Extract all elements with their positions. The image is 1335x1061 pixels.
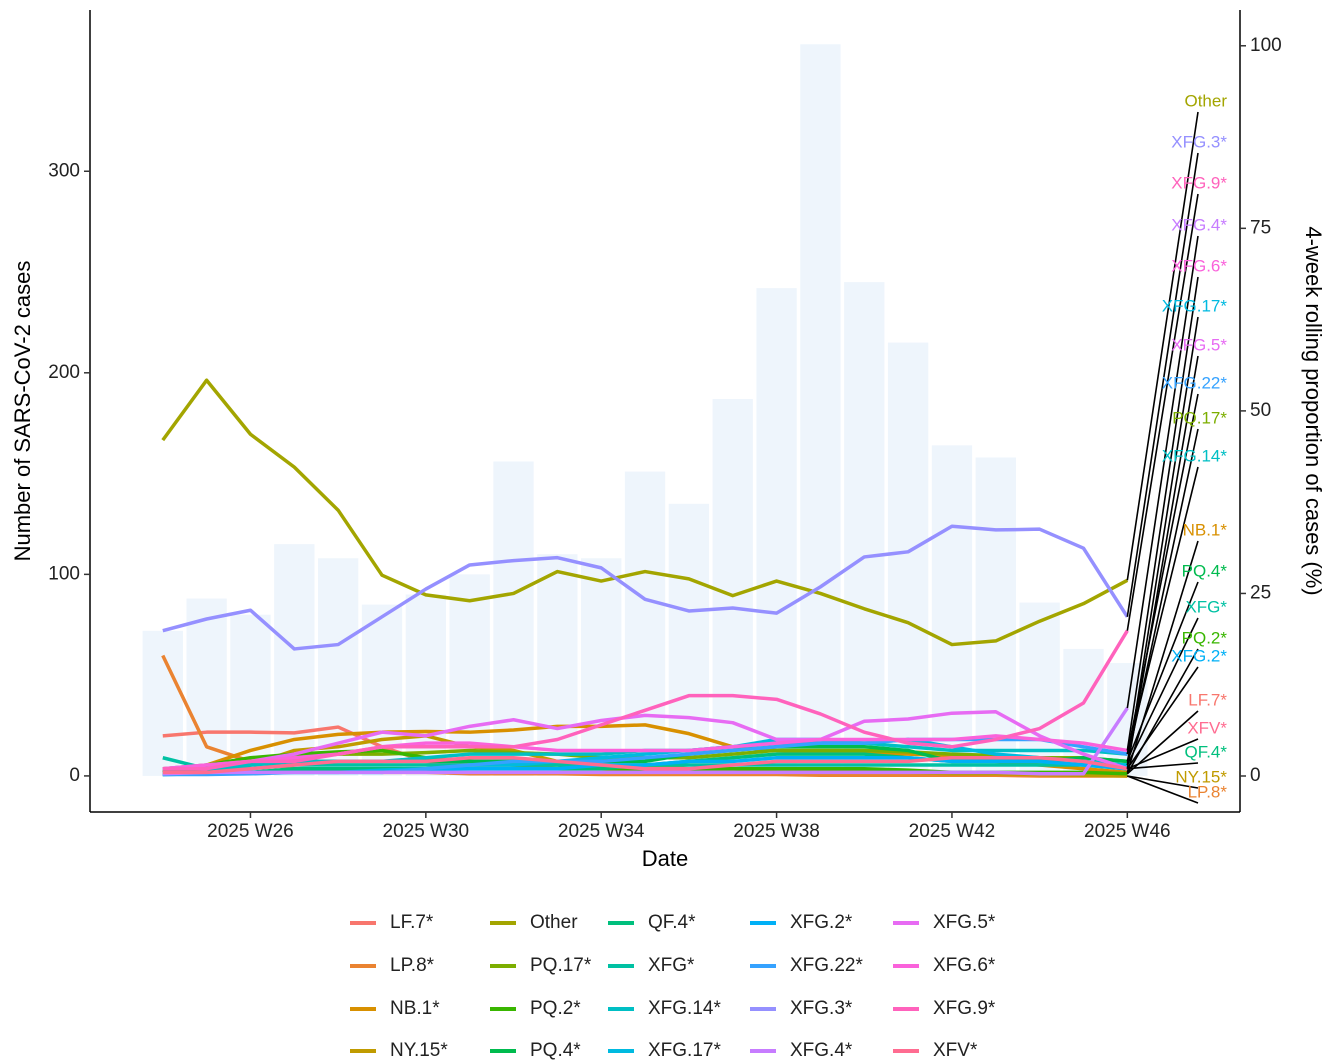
legend-label: XFG.14*	[648, 998, 721, 1019]
x-tick-label: 2025 W26	[207, 821, 294, 842]
legend-label: XFV*	[933, 1040, 978, 1061]
series-line	[162, 629, 1129, 771]
end-label: XFG.14*	[1162, 446, 1228, 465]
end-label: QF.4*	[1184, 742, 1227, 761]
legend-label: PQ.17*	[530, 955, 592, 976]
legend-label: Other	[530, 912, 578, 933]
end-label: NY.15*	[1175, 767, 1227, 786]
leader-line	[1126, 355, 1199, 769]
legend-label: XFG.22*	[790, 955, 863, 976]
series-line	[162, 709, 1128, 771]
end-label: PQ.2*	[1182, 628, 1228, 647]
end-label: LP.8*	[1188, 782, 1228, 801]
end-label: NB.1*	[1183, 520, 1228, 539]
bar	[142, 630, 183, 776]
leader-line	[1126, 581, 1199, 762]
end-label: XFG.22*	[1162, 373, 1228, 392]
y2-tick-label: 0	[1250, 765, 1261, 786]
series-line	[162, 707, 1129, 776]
legend-label: LP.8*	[390, 955, 435, 976]
legend-label: XFG.2*	[790, 912, 853, 933]
x-tick-label: 2025 W46	[1084, 821, 1171, 842]
leader-line	[1126, 193, 1199, 631]
bar	[186, 598, 227, 776]
leader-line	[1127, 775, 1199, 789]
legend-label: PQ.2*	[530, 998, 581, 1019]
y2-tick-label: 100	[1250, 35, 1282, 56]
y2-tick-label: 25	[1250, 582, 1271, 603]
series-line	[161, 378, 1129, 647]
leader-line	[1126, 393, 1199, 755]
bar	[712, 399, 753, 776]
x-tick-label: 2025 W34	[558, 821, 645, 842]
legend-label: XFG.17*	[648, 1040, 721, 1061]
leader-line	[1126, 235, 1199, 709]
leader-line	[1126, 617, 1199, 766]
bar	[931, 445, 973, 776]
x-axis-title: Date	[642, 846, 688, 871]
end-label: XFG.4*	[1171, 215, 1227, 234]
bar	[887, 342, 929, 776]
end-label: XFG.3*	[1171, 132, 1227, 151]
y-tick-label: 0	[69, 765, 80, 786]
y-axis-title: Number of SARS-CoV-2 cases	[10, 261, 35, 562]
end-label: XFG.6*	[1171, 256, 1227, 275]
bar	[624, 471, 666, 776]
leader-line	[1126, 540, 1199, 773]
y2-tick-label: 75	[1250, 217, 1271, 238]
legend-label: XFG.3*	[790, 998, 853, 1019]
bar	[1019, 602, 1060, 776]
bar	[975, 457, 1016, 776]
end-label: XFG.9*	[1171, 173, 1227, 192]
legend-label: XFG.6*	[933, 955, 996, 976]
bar	[581, 558, 622, 776]
legend-label: XFG*	[648, 955, 695, 976]
leader-line	[1126, 111, 1199, 581]
legend-label: LF.7*	[390, 912, 434, 933]
leader-line	[1127, 762, 1199, 770]
leader-line	[1127, 775, 1199, 804]
end-label: LF.7*	[1188, 690, 1227, 709]
series-line	[162, 524, 1129, 651]
end-label: PQ.17*	[1172, 408, 1227, 427]
end-label: Other	[1184, 91, 1227, 110]
bar	[800, 44, 841, 776]
bar	[844, 282, 885, 776]
end-label: XFG*	[1185, 597, 1227, 616]
legend-label: PQ.4*	[530, 1040, 581, 1061]
end-label: XFV*	[1187, 718, 1227, 737]
bar	[405, 594, 447, 776]
end-label: XFG.5*	[1171, 335, 1227, 354]
end-label: XFG.17*	[1162, 296, 1228, 315]
legend-label: QF.4*	[648, 912, 696, 933]
x-tick-label: 2025 W42	[909, 821, 996, 842]
legend-label: XFG.9*	[933, 998, 996, 1019]
leader-line	[1126, 466, 1199, 755]
x-tick-label: 2025 W38	[733, 821, 820, 842]
end-label: XFG.2*	[1171, 646, 1227, 665]
y2-tick-label: 50	[1250, 400, 1271, 421]
y-tick-label: 300	[48, 160, 80, 181]
legend-label: NY.15*	[390, 1040, 448, 1061]
y-tick-label: 200	[48, 362, 80, 383]
leader-line	[1127, 738, 1199, 770]
legend-label: XFG.4*	[790, 1040, 853, 1061]
y-tick-label: 100	[48, 563, 80, 584]
legend-label: XFG.5*	[933, 912, 996, 933]
bar	[756, 288, 797, 776]
x-tick-label: 2025 W30	[383, 821, 470, 842]
end-label: PQ.4*	[1182, 561, 1228, 580]
leader-line	[1126, 666, 1199, 770]
y2-axis-title: 4-week rolling proportion of cases (%)	[1301, 226, 1326, 595]
series-line	[162, 755, 1128, 775]
leader-line	[1126, 276, 1199, 751]
legend-label: NB.1*	[390, 998, 440, 1019]
leader-line	[1126, 152, 1199, 617]
